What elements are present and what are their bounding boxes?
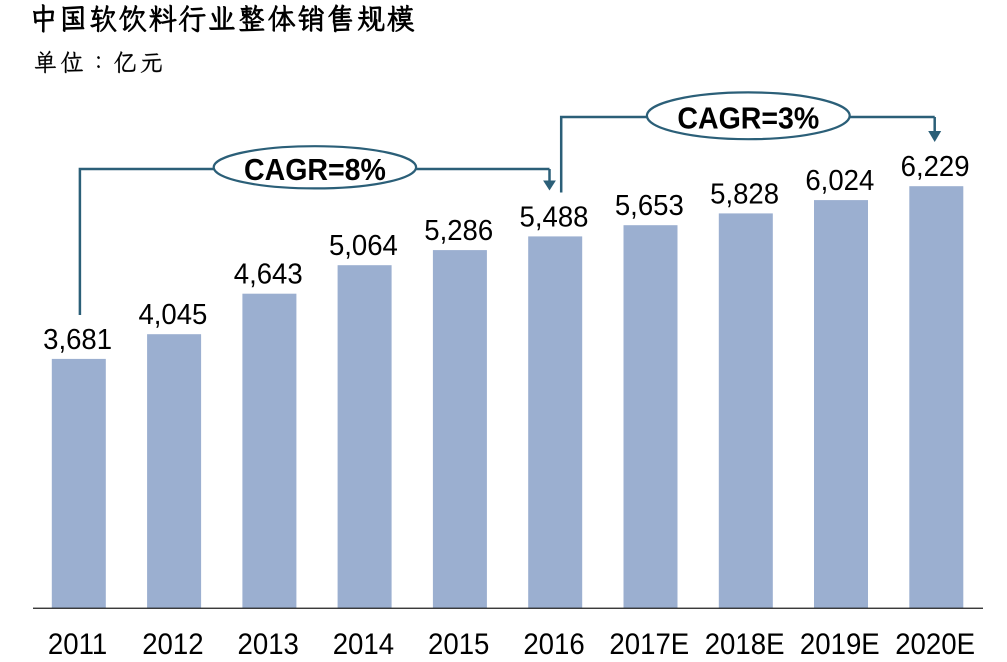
- svg-text:5,064: 5,064: [329, 229, 398, 262]
- svg-text:2014: 2014: [333, 628, 394, 661]
- svg-text:5,653: 5,653: [615, 189, 684, 222]
- svg-text:2019E: 2019E: [800, 628, 880, 661]
- svg-text:2011: 2011: [48, 628, 107, 661]
- svg-text:2012: 2012: [142, 628, 203, 661]
- svg-text:2016: 2016: [523, 628, 584, 661]
- svg-text:5,828: 5,828: [710, 177, 779, 210]
- svg-text:CAGR=3%: CAGR=3%: [677, 101, 819, 135]
- svg-text:2013: 2013: [238, 628, 299, 661]
- svg-text:2018E: 2018E: [705, 628, 785, 661]
- svg-text:4,643: 4,643: [234, 257, 303, 290]
- svg-text:2017E: 2017E: [609, 628, 689, 661]
- svg-text:4,045: 4,045: [138, 298, 207, 331]
- svg-text:2020E: 2020E: [895, 628, 975, 661]
- svg-text:6,024: 6,024: [805, 163, 874, 196]
- svg-text:CAGR=8%: CAGR=8%: [244, 153, 386, 187]
- svg-text:6,229: 6,229: [901, 150, 970, 183]
- svg-text:5,286: 5,286: [424, 213, 493, 246]
- svg-text:5,488: 5,488: [520, 200, 589, 233]
- svg-text:3,681: 3,681: [43, 322, 112, 355]
- svg-text:2015: 2015: [428, 628, 489, 661]
